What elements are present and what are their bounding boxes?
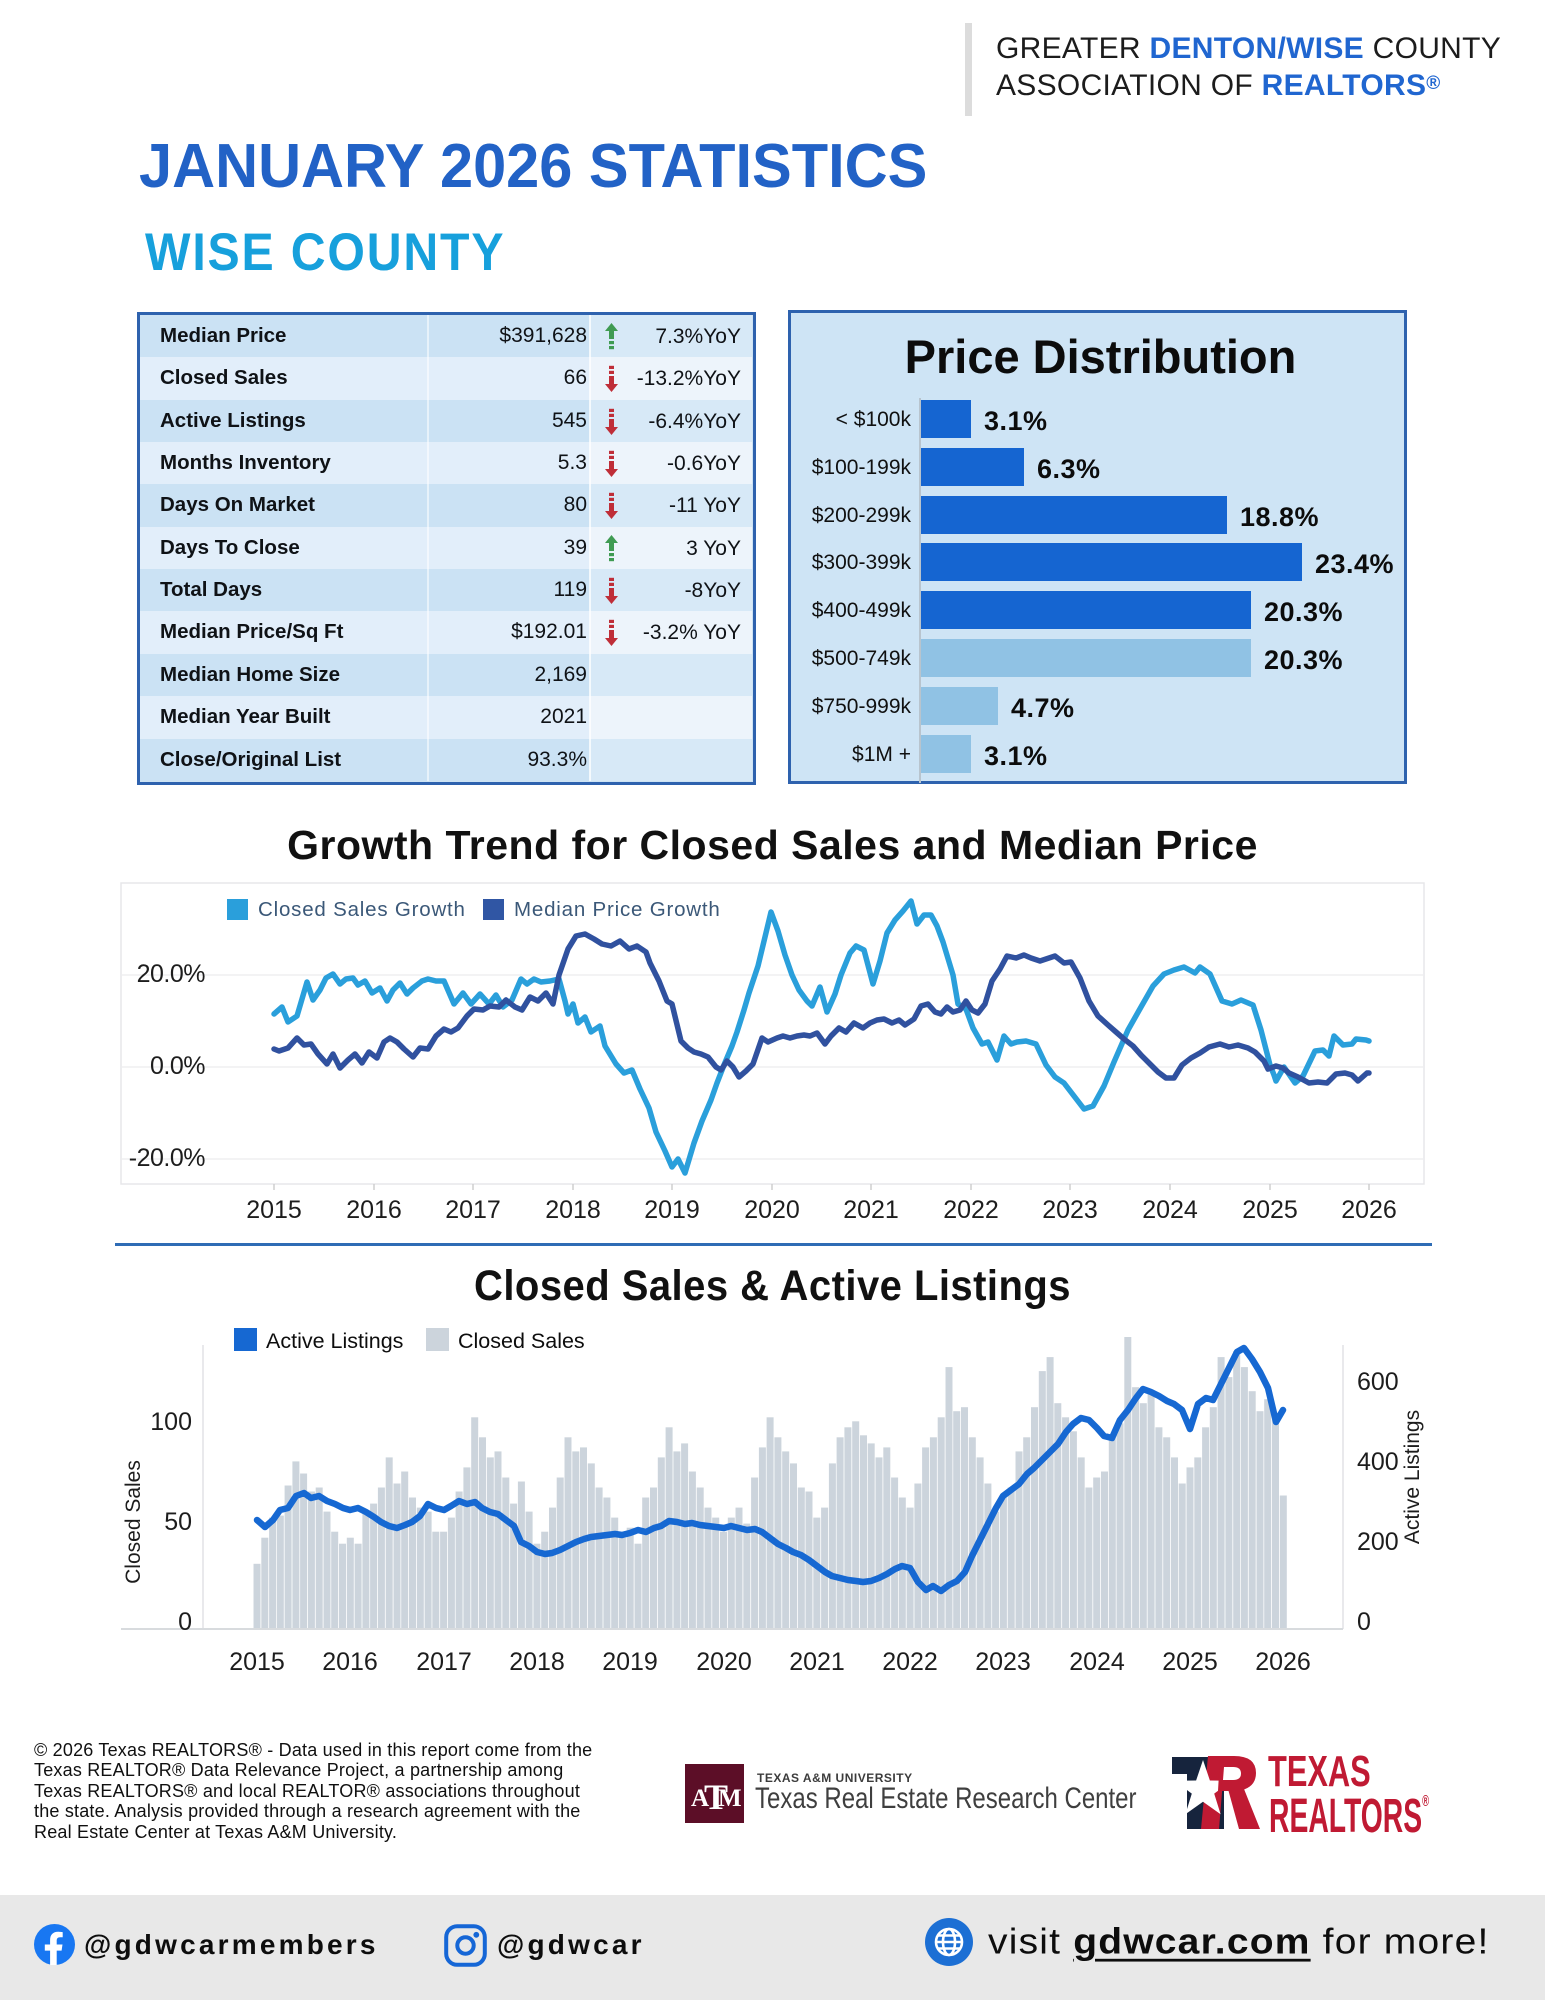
- svg-text:A: A: [691, 1785, 709, 1812]
- svg-text:M: M: [718, 1785, 742, 1812]
- svg-text:T: T: [704, 1777, 728, 1817]
